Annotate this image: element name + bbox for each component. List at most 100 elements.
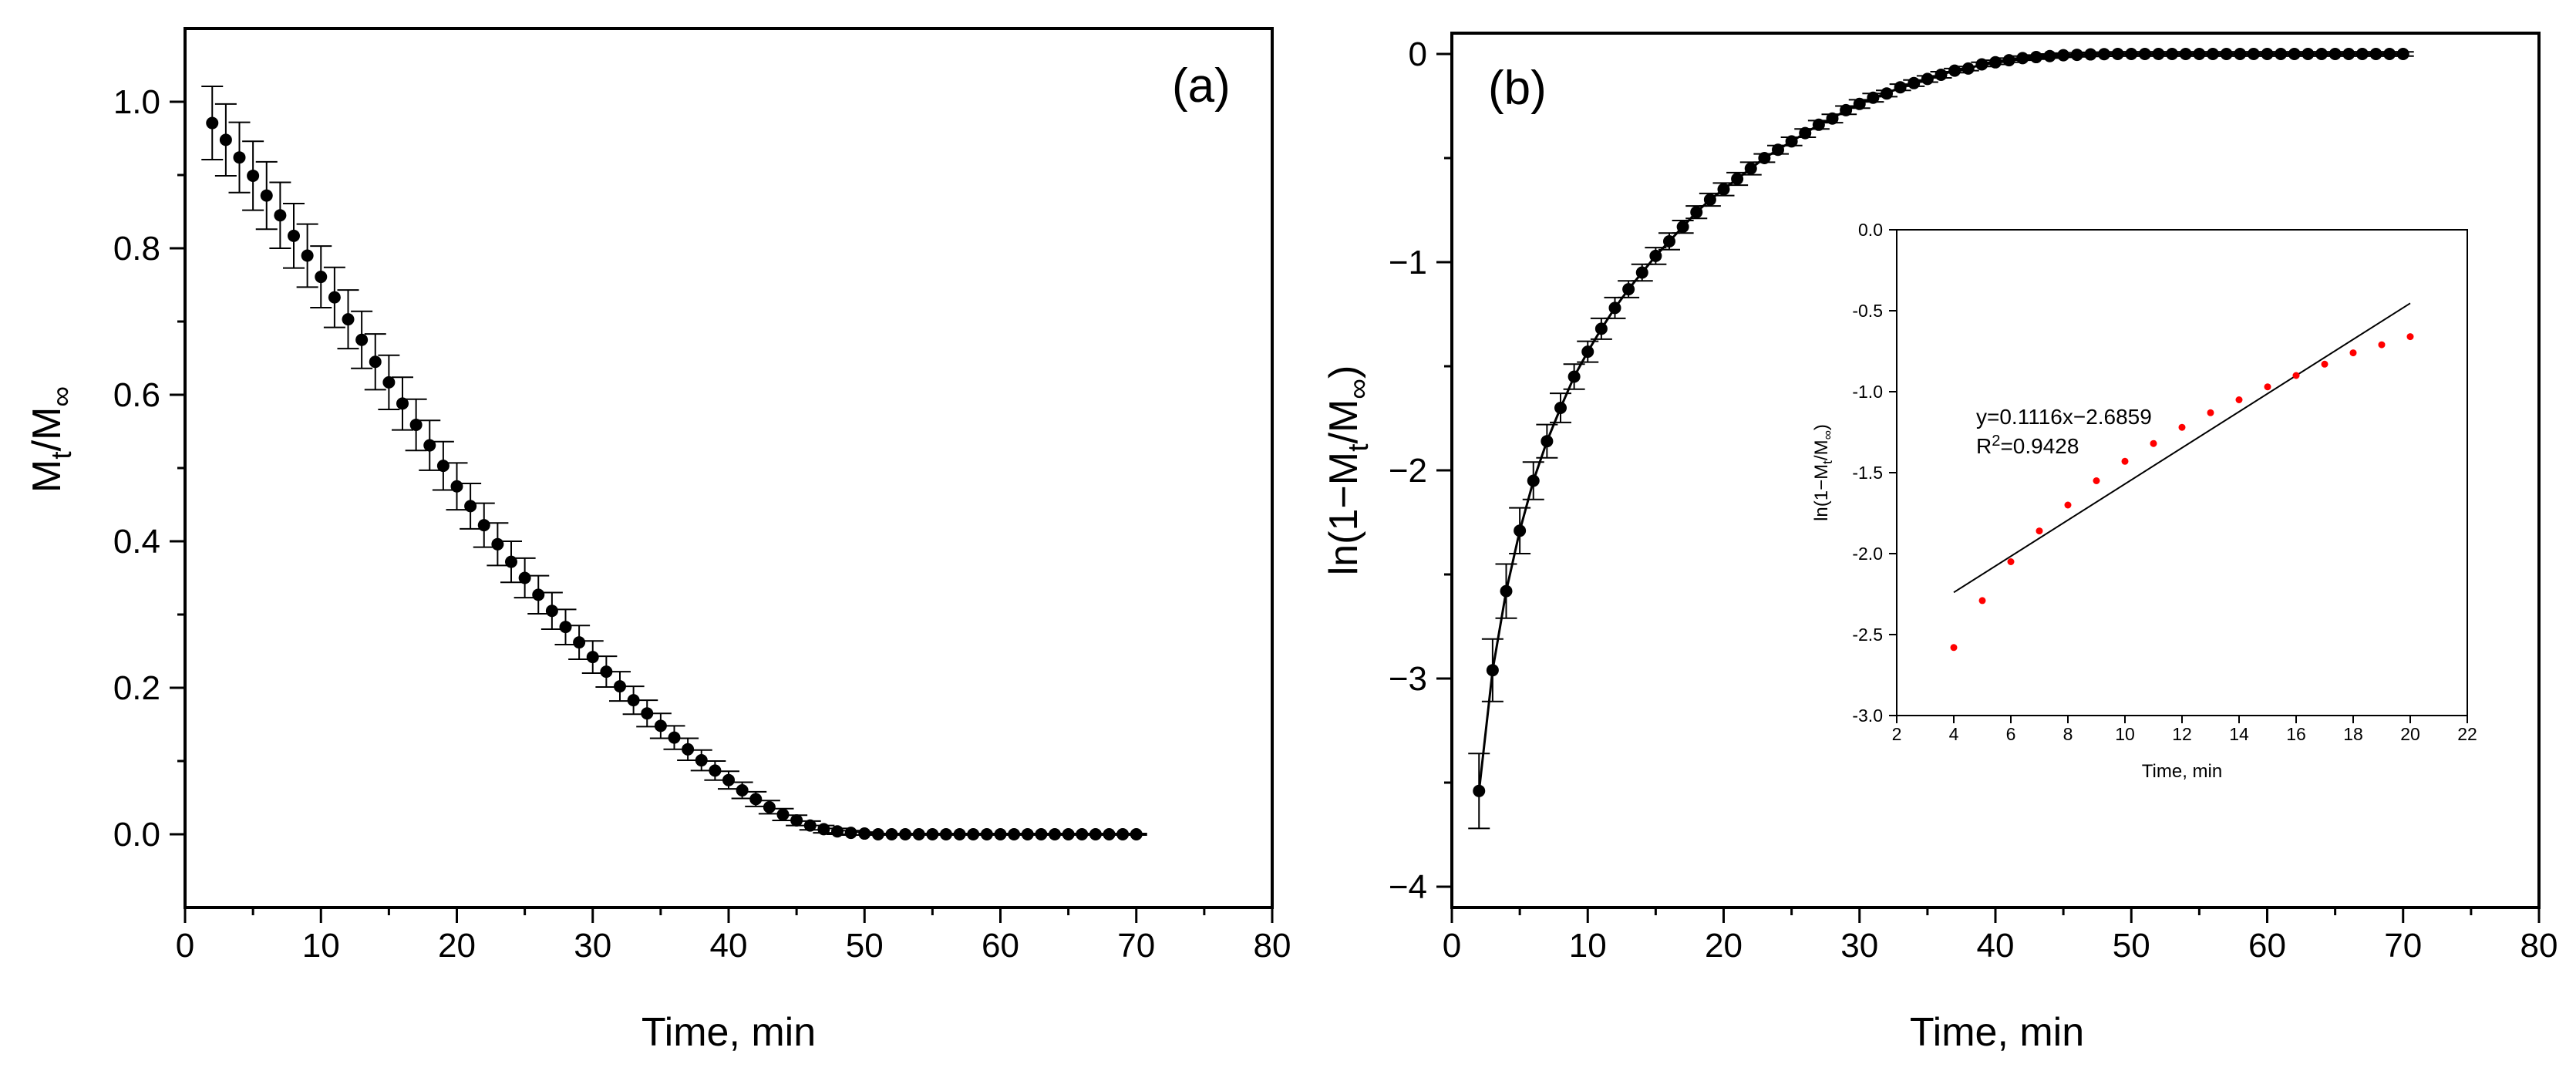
panel-a-point: [668, 731, 681, 744]
panel-b-x-ticks: 0 10 20 30 40 50 60 70 80: [1443, 908, 2557, 965]
panel-a-point: [1035, 828, 1048, 840]
panel-b-point: [2138, 48, 2151, 60]
panel-b-point: [1799, 126, 1812, 140]
panel-a-x-ticks: 0 10 20 30 40 50 60 70 80: [176, 908, 1291, 965]
panel-b-point: [2029, 51, 2042, 64]
inset-y-axis-title: ln(1−Mt/M∞): [1811, 424, 1835, 521]
panel-a-point: [464, 500, 477, 513]
panel-a-point: [790, 813, 803, 827]
panel-a-point: [641, 707, 654, 720]
panel-b-point: [1961, 62, 1975, 75]
panel-a-point: [871, 828, 884, 840]
panel-b-point: [2302, 48, 2315, 60]
panel-a-point: [491, 537, 504, 551]
panel-b-y-tick-label: −1: [1389, 244, 1427, 281]
panel-b-point: [1935, 69, 1948, 81]
inset-x-tick-label: 20: [2400, 724, 2420, 744]
panel-b-point: [1676, 221, 1689, 234]
panel-b-point: [2043, 49, 2056, 62]
panel-a-point: [899, 828, 912, 840]
panel-b-point: [2084, 48, 2097, 61]
panel-a-point: [369, 355, 382, 369]
panel-a-point: [817, 823, 830, 836]
panel-a-x-tick-label: 60: [982, 927, 1019, 965]
panel-a-point: [736, 784, 749, 797]
panel-a-point: [1062, 828, 1075, 840]
inset-x-axis-title: Time, min: [2142, 761, 2222, 782]
panel-b-y-ticks: 0 −1 −2 −3 −4: [1389, 35, 1452, 906]
inset-y-tick-label: 0.0: [1858, 220, 1883, 240]
inset-point: [2121, 457, 2129, 465]
panel-a-point: [654, 719, 667, 733]
panel-b-point: [2111, 48, 2124, 60]
panel-a-y-tick-label: 0.2: [113, 669, 160, 707]
panel-a-x-tick-label: 80: [1254, 927, 1291, 965]
panel-a-y-tick-label: 0.8: [113, 230, 160, 268]
panel-b-point: [1717, 183, 1730, 196]
panel-b-point: [2179, 48, 2192, 60]
panel-a-point: [1008, 828, 1021, 840]
panel-a-point: [722, 773, 735, 786]
panel-b-point: [1758, 152, 1771, 164]
panel-a-point: [477, 519, 490, 532]
panel-a-point: [885, 828, 898, 840]
panel-b-point: [1635, 266, 1648, 279]
panel-b-point: [2383, 48, 2396, 60]
inset-x-ticks: 2 4 6 8 10 12 14 16 18 20 22: [1892, 716, 2477, 744]
inset-equation: y=0.1116x−2.6859: [1976, 405, 2152, 429]
panel-b-point: [2342, 48, 2355, 60]
panel-a-point: [573, 636, 586, 649]
panel-a-point: [396, 397, 409, 410]
panel-b-point: [1772, 143, 1784, 157]
panel-b-point: [1554, 402, 1567, 414]
panel-b-point: [1567, 370, 1581, 383]
inset-y-tick-label: -3.0: [1852, 706, 1883, 726]
panel-b-point: [1908, 76, 1921, 89]
panel-a-y-tick-label: 1.0: [113, 83, 160, 121]
panel-b-x-tick-label: 30: [1840, 927, 1878, 965]
inset-point: [1950, 644, 1958, 652]
inset-x-tick-label: 14: [2229, 724, 2249, 744]
panel-a-point: [436, 460, 450, 473]
panel-b-point: [1826, 112, 1839, 125]
panel-a-point: [994, 828, 1007, 840]
inset-point: [2007, 558, 2015, 565]
panel-a-y-axis-title: Mt/M∞: [25, 386, 77, 493]
panel-b: 0 10 20 30 40 50 60 70 80 0 −1 −2 −3 −4 (b) Time, mi…: [1322, 32, 2557, 1055]
inset-r-squared: R2=0.9428: [1976, 433, 2079, 458]
panel-a-point: [858, 827, 871, 840]
panel-a-point: [1076, 828, 1089, 840]
panel-b-point: [2002, 54, 2015, 67]
panel-a-y-tick-label: 0.4: [113, 523, 160, 561]
panel-b-point: [1486, 664, 1499, 677]
inset-x-tick-label: 8: [2063, 724, 2073, 744]
panel-b-point: [1894, 81, 1907, 94]
inset-point: [2378, 341, 2386, 349]
inset-point: [2292, 372, 2300, 379]
panel-a-x-tick-label: 70: [1117, 927, 1155, 965]
panel-b-point: [2098, 48, 2110, 61]
panel-b-point: [1867, 91, 1880, 104]
panel-b-point: [1703, 194, 1716, 206]
panel-a-point: [1116, 828, 1130, 840]
panel-b-point: [1473, 784, 1486, 797]
panel-b-point: [1500, 584, 1513, 598]
panel-a-point: [682, 743, 695, 756]
panel-b-point: [2220, 48, 2233, 60]
panel-a-point: [600, 665, 613, 679]
inset-x-tick-label: 2: [1892, 724, 1902, 744]
panel-b-point: [1608, 301, 1621, 315]
panel-b-point: [1541, 435, 1554, 448]
panel-a-point: [342, 313, 355, 326]
panel-b-point: [1731, 173, 1744, 185]
panel-a-point: [776, 808, 790, 821]
panel-b-point: [2057, 49, 2070, 62]
panel-a-x-tick-label: 20: [438, 927, 476, 965]
inset-y-tick-label: -1.0: [1852, 382, 1883, 402]
panel-b-point: [2396, 48, 2409, 60]
panel-a-point: [1103, 828, 1116, 840]
inset-x-tick-label: 6: [2006, 724, 2016, 744]
panel-b-x-tick-label: 40: [1977, 927, 2015, 965]
panel-a-point: [763, 800, 776, 813]
panel-b-data-points: [1468, 48, 2414, 830]
